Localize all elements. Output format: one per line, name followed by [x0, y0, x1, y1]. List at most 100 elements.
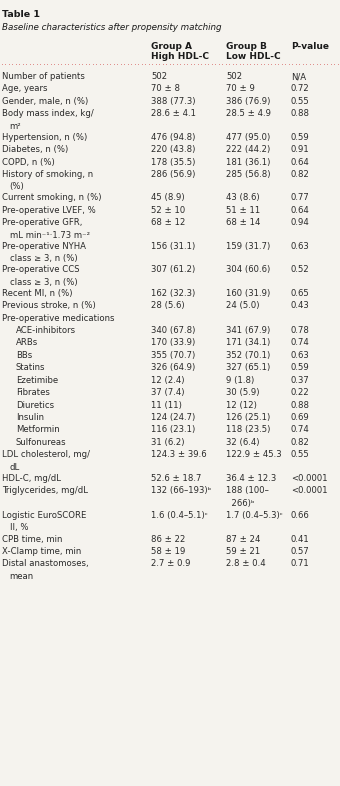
Point	[289, 57, 295, 70]
Point	[283, 57, 288, 70]
Text: Diuretics: Diuretics	[16, 401, 54, 410]
Text: 156 (31.1): 156 (31.1)	[151, 242, 196, 251]
Text: 304 (60.6): 304 (60.6)	[226, 266, 270, 274]
Text: 0.64: 0.64	[291, 206, 309, 215]
Point	[80, 57, 85, 70]
Text: 477 (95.0): 477 (95.0)	[226, 133, 270, 141]
Text: 0.65: 0.65	[291, 288, 309, 298]
Text: 28 (5.6): 28 (5.6)	[151, 301, 185, 310]
Point	[296, 57, 302, 70]
Text: Pre-operative CCS: Pre-operative CCS	[2, 266, 79, 274]
Point	[66, 57, 71, 70]
Point	[209, 57, 215, 70]
Text: 0.78: 0.78	[291, 326, 310, 335]
Text: 159 (31.7): 159 (31.7)	[226, 242, 270, 251]
Text: X-Clamp time, min: X-Clamp time, min	[2, 547, 81, 556]
Point	[76, 57, 81, 70]
Text: Body mass index, kg/: Body mass index, kg/	[2, 109, 94, 118]
Point	[31, 57, 36, 70]
Text: (%): (%)	[10, 182, 24, 192]
Point	[104, 57, 109, 70]
Text: 0.82: 0.82	[291, 438, 310, 447]
Point	[121, 57, 127, 70]
Text: 0.55: 0.55	[291, 97, 309, 106]
Text: 222 (44.2): 222 (44.2)	[226, 145, 270, 154]
Text: 36.4 ± 12.3: 36.4 ± 12.3	[226, 474, 276, 483]
Point	[321, 57, 326, 70]
Point	[115, 57, 120, 70]
Text: 126 (25.1): 126 (25.1)	[226, 413, 270, 422]
Text: 2.8 ± 0.4: 2.8 ± 0.4	[226, 560, 266, 568]
Text: Number of patients: Number of patients	[2, 72, 85, 81]
Text: Group B: Group B	[226, 42, 267, 51]
Text: Gender, male, n (%): Gender, male, n (%)	[2, 97, 88, 106]
Point	[135, 57, 141, 70]
Text: Logistic EuroSCORE: Logistic EuroSCORE	[2, 511, 86, 520]
Text: 327 (65.1): 327 (65.1)	[226, 363, 270, 373]
Text: 87 ± 24: 87 ± 24	[226, 534, 260, 543]
Text: 340 (67.8): 340 (67.8)	[151, 326, 196, 335]
Point	[69, 57, 74, 70]
Point	[304, 57, 309, 70]
Point	[185, 57, 190, 70]
Text: 70 ± 9: 70 ± 9	[226, 84, 255, 94]
Point	[226, 57, 232, 70]
Text: Recent MI, n (%): Recent MI, n (%)	[2, 288, 72, 298]
Text: <0.0001: <0.0001	[291, 487, 327, 495]
Text: Age, years: Age, years	[2, 84, 47, 94]
Text: 307 (61.2): 307 (61.2)	[151, 266, 196, 274]
Point	[269, 57, 274, 70]
Text: 0.63: 0.63	[291, 242, 309, 251]
Text: Pre-operative medications: Pre-operative medications	[2, 314, 114, 322]
Point	[45, 57, 50, 70]
Text: 1.6 (0.4–5.1)ᶜ: 1.6 (0.4–5.1)ᶜ	[151, 511, 208, 520]
Point	[199, 57, 204, 70]
Point	[23, 57, 29, 70]
Text: 52.6 ± 18.7: 52.6 ± 18.7	[151, 474, 202, 483]
Point	[6, 57, 12, 70]
Text: Previous stroke, n (%): Previous stroke, n (%)	[2, 301, 96, 310]
Point	[237, 57, 242, 70]
Text: LDL cholesterol, mg/: LDL cholesterol, mg/	[2, 450, 90, 459]
Point	[41, 57, 47, 70]
Text: 52 ± 10: 52 ± 10	[151, 206, 186, 215]
Point	[174, 57, 180, 70]
Point	[111, 57, 116, 70]
Text: COPD, n (%): COPD, n (%)	[2, 157, 54, 167]
Point	[90, 57, 96, 70]
Text: 24 (5.0): 24 (5.0)	[226, 301, 260, 310]
Text: 86 ± 22: 86 ± 22	[151, 534, 186, 543]
Text: 341 (67.9): 341 (67.9)	[226, 326, 270, 335]
Point	[272, 57, 277, 70]
Text: 0.63: 0.63	[291, 351, 309, 360]
Point	[324, 57, 330, 70]
Point	[275, 57, 281, 70]
Point	[181, 57, 186, 70]
Point	[167, 57, 172, 70]
Text: 9 (1.8): 9 (1.8)	[226, 376, 254, 385]
Text: Pre-operative GFR,: Pre-operative GFR,	[2, 219, 82, 227]
Point	[177, 57, 183, 70]
Point	[125, 57, 131, 70]
Text: 476 (94.8): 476 (94.8)	[151, 133, 196, 141]
Point	[51, 57, 57, 70]
Point	[335, 57, 340, 70]
Text: 0.64: 0.64	[291, 157, 309, 167]
Text: 28.5 ± 4.9: 28.5 ± 4.9	[226, 109, 271, 118]
Text: Statins: Statins	[16, 363, 45, 373]
Text: ACE-inhibitors: ACE-inhibitors	[16, 326, 76, 335]
Text: 45 (8.9): 45 (8.9)	[151, 193, 185, 203]
Text: 0.66: 0.66	[291, 511, 309, 520]
Text: 70 ± 8: 70 ± 8	[151, 84, 180, 94]
Point	[314, 57, 319, 70]
Text: Fibrates: Fibrates	[16, 388, 50, 397]
Point	[20, 57, 26, 70]
Point	[129, 57, 134, 70]
Text: dL: dL	[10, 463, 20, 472]
Point	[254, 57, 260, 70]
Text: Sulfonureas: Sulfonureas	[16, 438, 66, 447]
Text: Ezetimibe: Ezetimibe	[16, 376, 58, 385]
Text: 59 ± 21: 59 ± 21	[226, 547, 260, 556]
Text: N/A: N/A	[291, 72, 306, 81]
Point	[132, 57, 137, 70]
